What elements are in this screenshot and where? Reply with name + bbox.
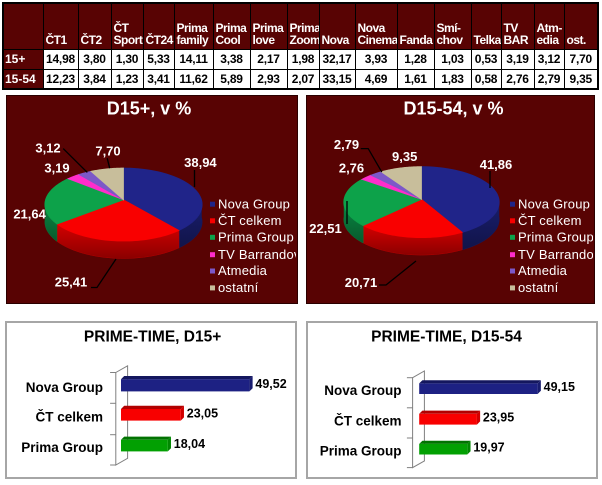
svg-text:D15+, v %: D15+, v %	[107, 99, 192, 119]
svg-text:21,64: 21,64	[13, 207, 46, 222]
svg-text:41,86: 41,86	[480, 157, 513, 172]
svg-text:Prima Group: Prima Group	[218, 230, 294, 245]
svg-text:3,19: 3,19	[44, 160, 69, 175]
svg-text:2,79: 2,79	[334, 137, 359, 152]
svg-text:2,76: 2,76	[339, 160, 364, 175]
svg-text:19,97: 19,97	[473, 441, 504, 455]
svg-text:9,35: 9,35	[392, 149, 417, 164]
svg-text:Nova Group: Nova Group	[324, 383, 401, 398]
svg-text:Prima Group: Prima Group	[320, 444, 402, 459]
svg-text:20,71: 20,71	[345, 275, 378, 290]
svg-text:49,15: 49,15	[544, 380, 575, 394]
svg-text:23,95: 23,95	[483, 411, 514, 425]
svg-text:Nova Group: Nova Group	[26, 380, 103, 395]
svg-text:Nova Group: Nova Group	[518, 196, 590, 211]
svg-text:ČT celkem: ČT celkem	[334, 414, 402, 429]
svg-text:Nova Group: Nova Group	[218, 196, 290, 211]
svg-text:Prima Group: Prima Group	[21, 440, 103, 455]
svg-text:Atmedia: Atmedia	[518, 263, 568, 278]
svg-text:Prima Group: Prima Group	[518, 230, 593, 245]
svg-text:Atmedia: Atmedia	[218, 263, 268, 278]
svg-text:ostatní: ostatní	[518, 280, 559, 295]
svg-text:ČT celkem: ČT celkem	[218, 213, 282, 228]
svg-text:7,70: 7,70	[95, 143, 120, 158]
svg-text:49,52: 49,52	[255, 377, 286, 391]
svg-text:TV Barrandov: TV Barrandov	[218, 247, 296, 262]
svg-text:22,51: 22,51	[309, 221, 342, 236]
svg-text:ČT celkem: ČT celkem	[518, 213, 582, 228]
svg-text:D15-54, v %: D15-54, v %	[403, 99, 503, 119]
svg-text:18,04: 18,04	[174, 437, 205, 451]
svg-text:ČT celkem: ČT celkem	[35, 409, 103, 424]
svg-text:25,41: 25,41	[55, 275, 88, 290]
svg-text:TV Barrandov: TV Barrandov	[518, 247, 593, 262]
svg-text:23,05: 23,05	[187, 406, 218, 420]
svg-text:ostatní: ostatní	[218, 280, 259, 295]
svg-text:PRIME-TIME, D15-54: PRIME-TIME, D15-54	[371, 329, 522, 346]
svg-text:PRIME-TIME, D15+: PRIME-TIME, D15+	[84, 329, 221, 346]
svg-text:38,94: 38,94	[184, 155, 217, 170]
svg-text:3,12: 3,12	[35, 141, 60, 156]
